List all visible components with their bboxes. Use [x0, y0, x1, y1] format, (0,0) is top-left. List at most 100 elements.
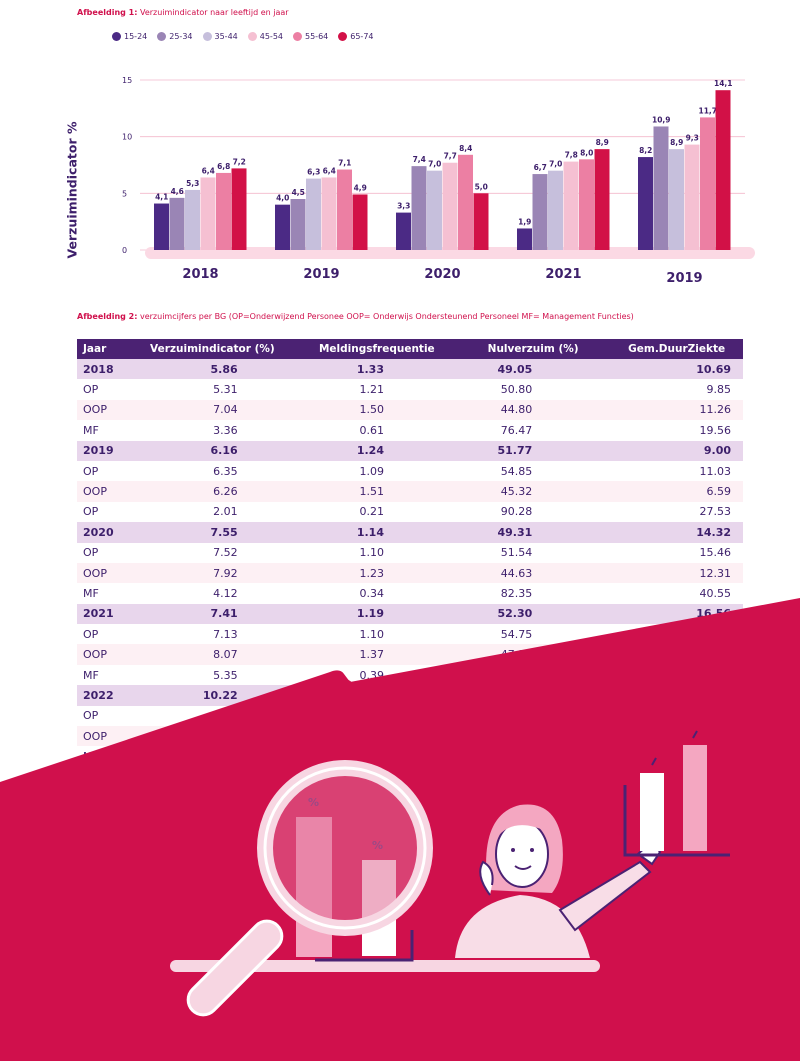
table-cell	[298, 706, 456, 726]
legend-label: 35-44	[214, 32, 238, 41]
bar	[352, 194, 368, 250]
table-cell	[297, 685, 456, 706]
table-cell: 2022	[77, 685, 128, 706]
table-cell: 9.85	[706, 383, 732, 397]
figure-1-caption-label: Afbeelding 1:	[77, 8, 138, 17]
legend-item: 35-44	[202, 32, 238, 41]
bar	[169, 197, 185, 250]
x-tick-label: 2021	[545, 267, 581, 282]
bar	[579, 159, 594, 250]
table-cell: 1.24	[297, 440, 456, 461]
table-cell: 10.69	[610, 359, 743, 380]
figure-1-caption-text: Verzuimindicator naar leeftijd en jaar	[137, 8, 289, 17]
table-row: OP 7.13 1.10 54.75	[77, 624, 743, 644]
legend-swatch	[338, 32, 348, 41]
bar	[306, 178, 321, 250]
bar	[638, 157, 653, 250]
absence-table: Jaar Verzuimindicator (%) Meldingsfrequent…	[77, 339, 743, 767]
legend-label: 45-54	[259, 32, 283, 41]
bar-chart-icon-base	[315, 930, 414, 962]
table-row: OOP 7.92 1.23 44.63 12.31	[77, 562, 743, 584]
data-label: 5,0	[475, 182, 488, 191]
table-cell: 1.51	[297, 481, 456, 502]
table-cell: 1.14	[297, 522, 456, 543]
legend-item: 25-34	[157, 32, 193, 41]
table-cell: OP	[83, 627, 99, 641]
bar	[594, 149, 610, 250]
table-cell: 7.13	[213, 627, 238, 641]
table-row: OOP	[77, 726, 743, 747]
bar	[700, 117, 715, 251]
table-cell	[456, 746, 610, 766]
table-cell: 50.80	[500, 383, 533, 397]
bar	[548, 170, 563, 250]
data-label: 5,3	[186, 179, 199, 188]
table-cell: MF	[83, 750, 99, 764]
table-cell: OP	[83, 709, 99, 723]
y-tick-label: 5	[122, 189, 127, 198]
bar	[200, 177, 216, 250]
table-cell: 5.86	[127, 359, 298, 380]
table-cell: 6.59	[610, 481, 743, 502]
bar	[442, 162, 458, 250]
table-cell: 44.80	[455, 399, 611, 421]
table-cell: 1.23	[297, 562, 456, 584]
bar	[684, 144, 700, 250]
table-cell: 2021	[77, 603, 128, 625]
table-row: OOP 6.26 1.51 45.32 6.59	[77, 481, 743, 502]
bar	[653, 126, 669, 250]
table-cell: 6.26	[127, 481, 298, 502]
column-header: Gem.DuurZiekte	[610, 339, 743, 359]
table-cell: 5.31	[213, 383, 238, 397]
table-cell: 9.00	[610, 440, 743, 461]
table-row: 2018 5.86 1.33 49.05 10.69	[77, 359, 743, 380]
bar	[715, 90, 731, 250]
data-label: 8,9	[670, 138, 683, 147]
bar	[154, 203, 169, 250]
legend-label: 25-34	[169, 32, 193, 41]
table-row: OP 9.58	[77, 706, 743, 726]
data-label: 3,3	[397, 202, 410, 211]
data-label: 8,0	[580, 148, 593, 157]
data-label: 6,3	[307, 168, 320, 177]
table-row: OP 5.31 1.21 50.80 9.85	[77, 379, 743, 399]
data-label: 7,4	[413, 155, 426, 164]
table-cell: 11.03	[699, 464, 732, 478]
table-cell: 40.55	[699, 586, 732, 600]
table-cell: OOP	[77, 562, 128, 584]
table-cell: 4.12	[213, 586, 238, 600]
table-cell	[127, 726, 298, 747]
table-cell: 52.30	[455, 603, 611, 625]
legend-swatch	[112, 32, 121, 41]
table-cell: 6.35	[213, 464, 238, 478]
table-cell: 7.04	[127, 399, 298, 421]
table-row: 2020 7.55 1.14 49.31 14.32	[77, 522, 743, 543]
table-cell: 2019	[77, 440, 128, 461]
table-cell: 9.58	[213, 709, 238, 723]
table-cell: 1.09	[359, 464, 384, 478]
legend-label: 65-74	[350, 32, 374, 41]
table-cell: 49.05	[455, 359, 611, 380]
table-cell	[610, 726, 743, 747]
table-cell: 2020	[77, 522, 128, 543]
table-cell: 1.21	[359, 383, 384, 397]
x-tick-label: 2019	[303, 267, 339, 282]
table-cell: OP	[83, 464, 99, 478]
figure-2-caption: Afbeelding 2: verzuimcijfers per BG (OP=…	[77, 312, 634, 321]
data-label: 7,0	[428, 160, 441, 169]
table-cell: OOP	[77, 726, 128, 747]
data-label: 8,4	[459, 144, 472, 153]
table-cell: MF	[83, 668, 99, 682]
data-label: 7,0	[549, 160, 562, 169]
bar-chart-icon-left	[296, 817, 332, 957]
data-label: 6,8	[217, 162, 230, 171]
bar	[532, 174, 548, 250]
table-cell	[610, 746, 743, 766]
data-label: 7,7	[444, 152, 457, 161]
table-cell: 1.10	[359, 627, 384, 641]
table-cell: 27.53	[699, 505, 732, 519]
table-cell: MF	[83, 423, 99, 437]
bar	[473, 193, 489, 250]
data-label: 11,7	[698, 106, 717, 115]
table-cell: 1.19	[297, 603, 456, 625]
